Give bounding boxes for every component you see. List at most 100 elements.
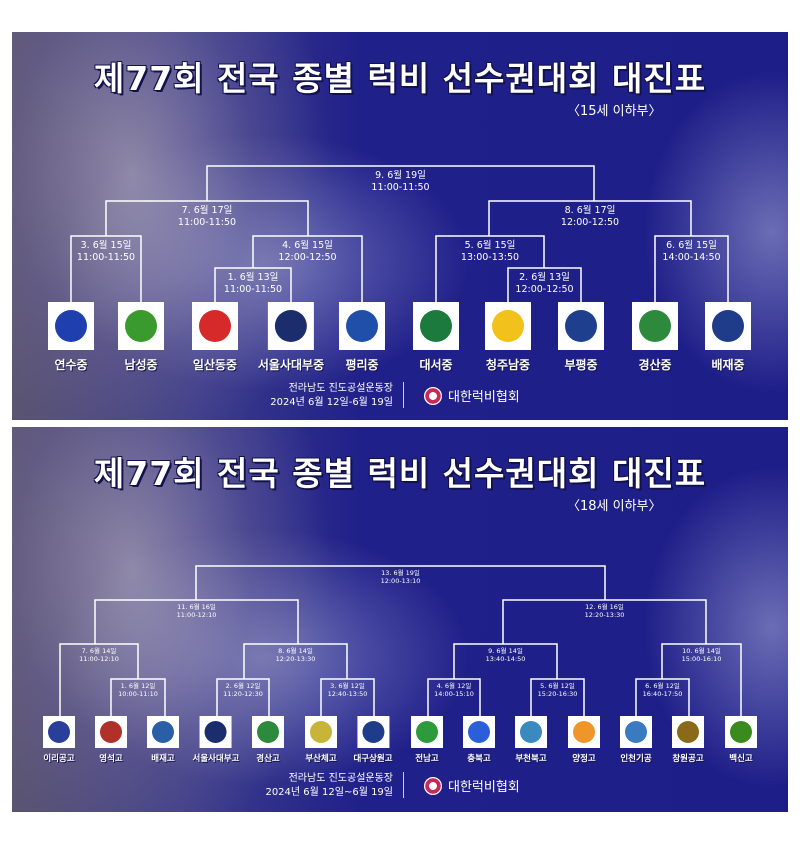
match-time: 12:20-13:30 [275, 655, 316, 664]
bracket-line [206, 165, 595, 201]
team-name: 배재고 [151, 754, 175, 764]
bracket-line [488, 200, 692, 236]
kru-emblem-icon [424, 386, 442, 405]
match-time: 12:00-12:50 [515, 283, 574, 295]
school-logo-icon [485, 302, 531, 350]
team-name: 부천북고 [515, 754, 547, 764]
bracket-line [94, 599, 299, 644]
match-date: 3. 6월 15일 [80, 240, 132, 251]
school-logo-icon [199, 716, 232, 748]
bracket-line [59, 643, 139, 716]
divider [403, 772, 404, 798]
team: 양정고 [568, 716, 600, 764]
match-date: 1. 6월 12일 [120, 682, 156, 690]
team-name: 일산동중 [192, 358, 238, 372]
school-logo-icon [705, 302, 751, 350]
school-logo-icon [725, 716, 757, 748]
bracket-line [507, 267, 582, 302]
match-time: 10:00-11:10 [118, 690, 158, 699]
school-logo-icon [118, 302, 164, 350]
team: 연수중 [48, 302, 94, 373]
team-name: 부산체고 [305, 754, 337, 764]
bracket-line [427, 678, 481, 716]
match-time: 16:40-17:50 [642, 690, 683, 699]
match-time: 15:20-16:30 [537, 690, 578, 699]
match-time: 11:00-11:50 [223, 283, 283, 295]
bracket-line [243, 643, 348, 679]
school-logo-icon [43, 716, 75, 748]
title: 제77회 전국 종별 럭비 선수권대회 대진표 [93, 454, 707, 493]
match-time: 11:00-12:10 [176, 611, 217, 620]
team: 배재고 [147, 716, 179, 764]
match-date: 2. 6월 13일 [519, 272, 570, 283]
match-time: 13:40-14:50 [485, 655, 526, 664]
match-time: 12:40-13:50 [327, 690, 368, 699]
team: 일산동중 [192, 302, 238, 373]
match-time: 11:00-11:50 [76, 251, 136, 263]
bracket-line [110, 678, 166, 716]
team-name: 대구상원고 [353, 754, 393, 764]
division: 〈18세 이하부〉 [567, 499, 662, 514]
match-label: 3. 6월 15일 11:00-11:50 [77, 240, 135, 264]
match-time: 11:00-11:50 [177, 216, 237, 228]
team: 창원공고 [672, 716, 704, 764]
team-name: 영석고 [99, 754, 123, 764]
match-label: 7. 6월 14일 11:00-12:10 [79, 647, 119, 663]
match-date: 12. 6월 16일 [585, 603, 624, 611]
bracket-18u: 제77회 전국 종별 럭비 선수권대회 대진표 〈18세 이하부〉 전라남도 진… [12, 427, 788, 812]
team-name: 서울사대부중 [257, 358, 325, 372]
bracket-line [530, 678, 585, 716]
bracket-line [70, 235, 142, 302]
bracket-line [635, 678, 690, 716]
match-label: 3. 6월 12일 12:40-13:50 [328, 682, 368, 698]
match-label: 5. 6월 12일 15:20-16:30 [538, 682, 578, 698]
team: 영석고 [95, 716, 127, 764]
match-label: 8. 6월 17일 12:00-12:50 [561, 205, 619, 229]
team: 백신고 [725, 716, 757, 764]
bracket-line [252, 235, 363, 302]
org-name: 대한럭비협회 [448, 780, 520, 795]
team: 배재중 [705, 302, 751, 373]
match-label: 10. 6월 14일 15:00-16:10 [682, 647, 722, 663]
bracket-line [435, 235, 545, 302]
kru-logo: 대한럭비협회 [424, 386, 520, 405]
team-name: 인천기공 [620, 754, 652, 764]
match-date: 6. 6월 15일 [666, 240, 717, 251]
team: 부산체고 [305, 716, 337, 764]
match-label: 1. 6월 12일 10:00-11:10 [118, 682, 158, 698]
team-name: 양정고 [572, 754, 596, 764]
school-logo-icon [268, 302, 314, 350]
school-logo-icon [48, 302, 94, 350]
team: 남성중 [118, 302, 164, 373]
match-label: 6. 6월 12일 16:40-17:50 [643, 682, 683, 698]
bracket-line [661, 643, 742, 716]
team-name: 남성중 [124, 358, 158, 372]
team: 서울사대부고 [193, 716, 239, 764]
match-date: 10. 6월 14일 [682, 647, 721, 655]
kru-logo: 대한럭비협회 [424, 776, 520, 795]
match-date: 1. 6월 13일 [227, 272, 279, 283]
team-name: 백신고 [729, 754, 753, 764]
team: 인천기공 [620, 716, 652, 764]
school-logo-icon [95, 716, 127, 748]
match-label: 5. 6월 15일 13:00-13:50 [461, 240, 519, 264]
footer-info: 전라남도 진도공설운동장 2024년 6월 12일~6월 19일 [193, 772, 393, 800]
match-time: 14:00-14:50 [662, 251, 721, 263]
team: 경산중 [632, 302, 678, 373]
match-date: 7. 6월 14일 [81, 647, 117, 655]
match-date: 8. 6월 14일 [278, 647, 313, 655]
school-logo-icon [620, 716, 652, 748]
team-name: 대서중 [419, 358, 453, 372]
team-name: 연수중 [54, 358, 88, 372]
team-name: 청주남중 [485, 358, 531, 372]
team: 전남고 [411, 716, 443, 764]
match-time: 12:00-13:10 [380, 577, 421, 586]
match-time: 12:20-13:30 [584, 611, 625, 620]
school-logo-icon [558, 302, 604, 350]
match-label: 4. 6월 15일 12:00-12:50 [278, 240, 336, 264]
team: 부천북고 [515, 716, 547, 764]
match-label: 9. 6월 19일 11:00-11:50 [371, 170, 429, 194]
match-date: 4. 6월 12일 [436, 682, 472, 690]
school-logo-icon [568, 716, 600, 748]
bracket-lines [70, 165, 729, 302]
